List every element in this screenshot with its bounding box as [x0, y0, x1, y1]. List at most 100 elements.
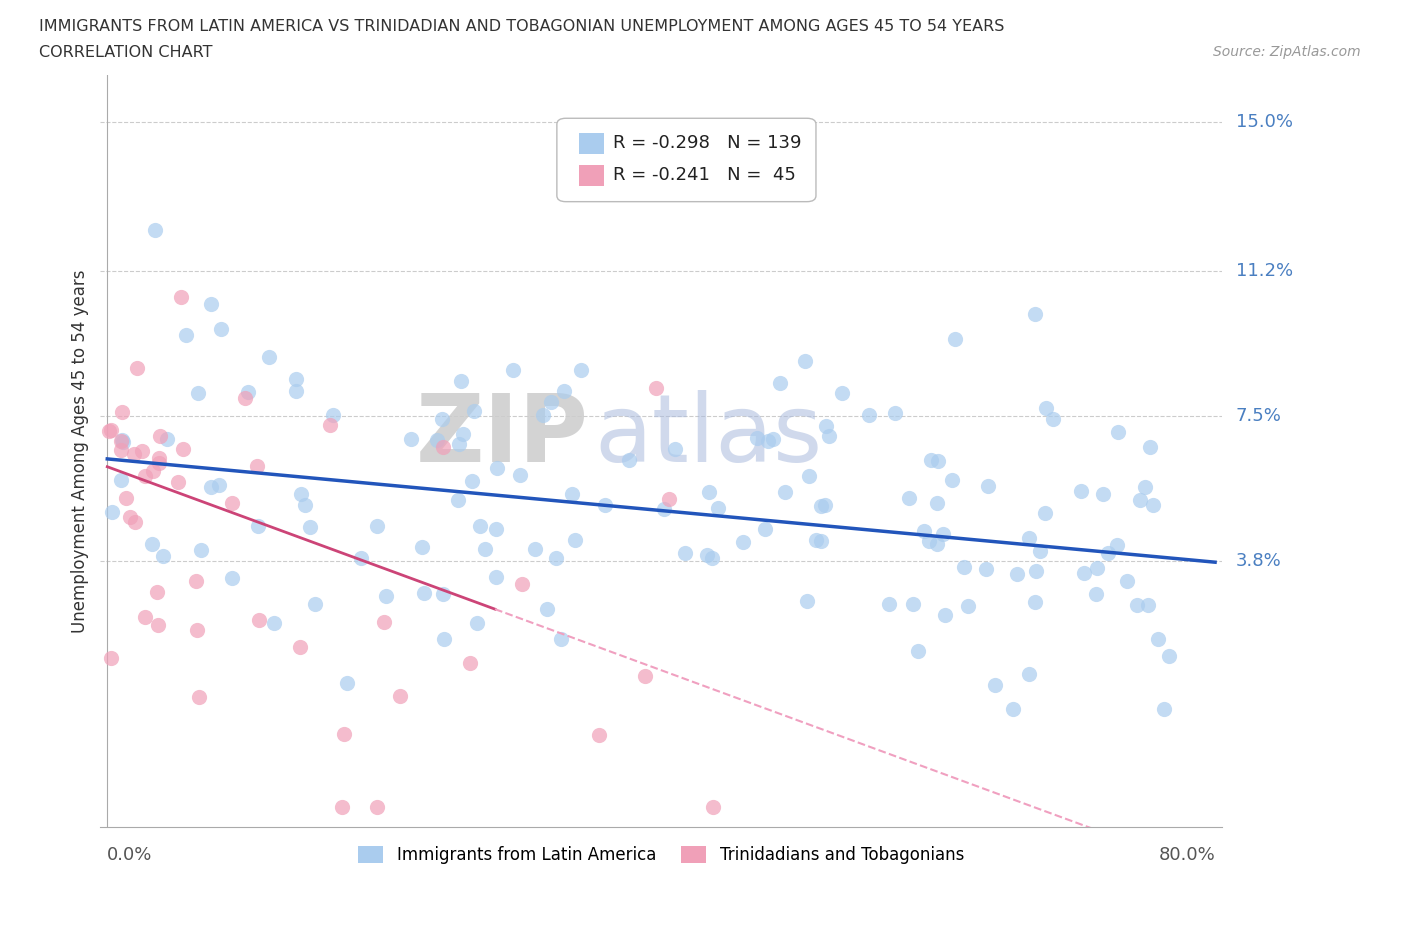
Text: R = -0.298   N = 139: R = -0.298 N = 139 [613, 134, 801, 153]
Point [412, 585, 434, 600]
Point [430, 412, 453, 427]
Point [544, 551, 567, 565]
Point [125, 361, 148, 376]
Point [1018, 530, 1040, 545]
Point [773, 485, 796, 499]
Point [156, 432, 179, 446]
Text: 80.0%: 80.0% [1159, 846, 1215, 864]
Bar [579, 165, 605, 186]
Point [664, 441, 686, 456]
Point [1018, 666, 1040, 681]
Point [731, 535, 754, 550]
Point [221, 496, 243, 511]
Point [907, 644, 929, 659]
Point [564, 533, 586, 548]
Text: 3.8%: 3.8% [1236, 551, 1282, 570]
Point [810, 499, 832, 514]
Point [531, 408, 554, 423]
Point [399, 432, 422, 446]
Point [187, 689, 209, 704]
Point [697, 485, 720, 499]
Point [461, 474, 484, 489]
Text: IMMIGRANTS FROM LATIN AMERICA VS TRINIDADIAN AND TOBAGONIAN UNEMPLOYMENT AMONG A: IMMIGRANTS FROM LATIN AMERICA VS TRINIDA… [39, 19, 1005, 33]
Point [1136, 597, 1159, 612]
Point [927, 453, 949, 468]
Point [644, 380, 666, 395]
Point [673, 546, 696, 561]
Point [1105, 538, 1128, 552]
Point [98, 423, 121, 438]
Point [330, 800, 353, 815]
Point [696, 548, 718, 563]
Point [1133, 479, 1156, 494]
Point [432, 440, 454, 455]
Point [141, 537, 163, 551]
Point [1033, 505, 1056, 520]
Point [1085, 561, 1108, 576]
Point [247, 612, 270, 627]
Point [146, 585, 169, 600]
Point [152, 548, 174, 563]
Point [977, 479, 1000, 494]
Point [485, 461, 508, 476]
Point [263, 616, 285, 631]
Point [799, 469, 821, 484]
Point [818, 429, 841, 444]
Legend: Immigrants from Latin America, Trinidadians and Tobagonians: Immigrants from Latin America, Trinidadi… [352, 840, 970, 871]
Point [1084, 587, 1107, 602]
Point [1142, 498, 1164, 512]
Point [176, 327, 198, 342]
Point [366, 800, 388, 815]
Point [754, 522, 776, 537]
Point [304, 597, 326, 612]
Point [100, 650, 122, 665]
Point [702, 800, 724, 815]
Point [858, 407, 880, 422]
Point [319, 418, 342, 432]
FancyBboxPatch shape [557, 118, 815, 202]
Point [1035, 400, 1057, 415]
Point [1001, 702, 1024, 717]
Text: R = -0.241   N =  45: R = -0.241 N = 45 [613, 166, 796, 184]
Point [285, 383, 308, 398]
Point [934, 607, 956, 622]
Point [536, 601, 558, 616]
Point [120, 509, 142, 524]
Point [233, 391, 256, 405]
Point [146, 618, 169, 633]
Point [756, 433, 779, 448]
Point [288, 639, 311, 654]
Point [810, 534, 832, 549]
Point [170, 289, 193, 304]
Point [134, 610, 156, 625]
Point [112, 434, 135, 449]
Point [148, 451, 170, 466]
Point [941, 472, 963, 487]
Point [1005, 566, 1028, 581]
Point [943, 331, 966, 346]
Point [903, 597, 925, 612]
Point [374, 589, 396, 604]
Point [957, 598, 980, 613]
Point [1024, 307, 1046, 322]
Bar [579, 133, 605, 153]
Point [290, 486, 312, 501]
Point [762, 432, 785, 446]
Point [463, 404, 485, 418]
Point [593, 498, 616, 512]
Point [100, 422, 122, 437]
Point [925, 496, 948, 511]
Point [1042, 411, 1064, 426]
Point [142, 463, 165, 478]
Point [745, 431, 768, 445]
Point [221, 571, 243, 586]
Point [707, 501, 730, 516]
Point [1091, 487, 1114, 502]
Point [110, 472, 132, 487]
Point [485, 522, 508, 537]
Point [883, 405, 905, 420]
Point [426, 432, 449, 447]
Text: 7.5%: 7.5% [1236, 406, 1282, 425]
Text: atlas: atlas [593, 390, 823, 482]
Point [465, 616, 488, 631]
